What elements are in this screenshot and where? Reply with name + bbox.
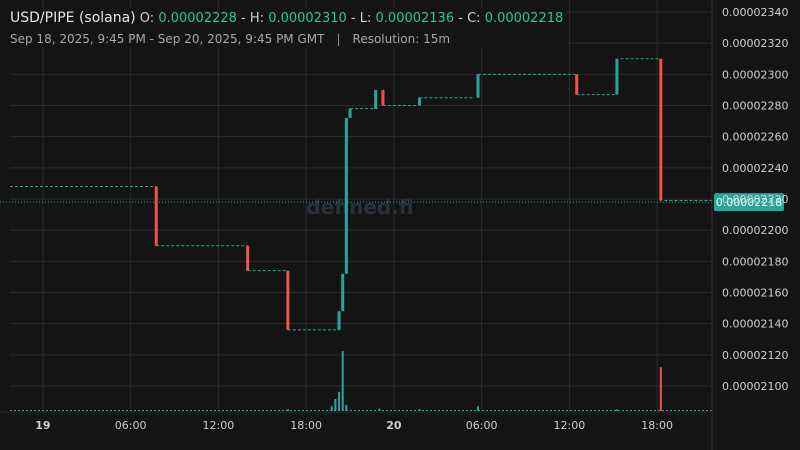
y-tick-label: 0.00002280 (722, 100, 788, 113)
candle (575, 74, 579, 95)
volume-bar (338, 391, 341, 411)
grid-lines (10, 0, 712, 412)
x-tick-label: 19 (35, 419, 50, 432)
chart-header: USD/PIPE (solana) O: 0.00002228 - H: 0.0… (8, 8, 568, 48)
watermark: defined.fi (306, 195, 413, 219)
separator: | (336, 32, 341, 46)
candle (659, 58, 663, 201)
y-tick-label: 0.00002260 (722, 131, 788, 144)
candle (374, 89, 378, 109)
open-label: O: (139, 11, 155, 26)
y-tick-label: 0.00002240 (722, 162, 788, 175)
y-tick-label: 0.00002320 (722, 37, 788, 50)
x-tick-label: 12:00 (203, 419, 235, 432)
y-tick-label: 0.00002180 (722, 255, 788, 268)
price-axis[interactable]: 0.00002340 0.00002320 0.00002300 0.00002280… (711, 0, 788, 450)
x-tick-label: 18:00 (641, 419, 673, 432)
candle (337, 311, 341, 330)
dash-1: - (241, 11, 246, 26)
candle (286, 270, 290, 330)
low-value: 0.00002136 (375, 11, 455, 26)
candle (246, 245, 250, 271)
current-price-badge (714, 193, 784, 212)
x-tick-label: 18:00 (290, 419, 322, 432)
volume-bar (477, 406, 479, 411)
y-tick-label: 0.00002340 (722, 6, 788, 19)
open-value: 0.00002228 (158, 11, 237, 26)
volume-bar (659, 367, 662, 411)
x-tick-label: 06:00 (466, 419, 498, 432)
candles (154, 58, 663, 330)
y-tick-label: 0.00002100 (722, 380, 788, 393)
volume-bar (286, 409, 289, 411)
x-tick-label: 06:00 (115, 419, 147, 432)
resolution: Resolution: 15m (352, 32, 451, 46)
pair-name: USD/PIPE (solana) (10, 10, 136, 26)
volume-bar (418, 409, 421, 411)
candle (348, 108, 352, 118)
candle (615, 58, 619, 95)
dash-3: - (458, 11, 463, 26)
volume-bars (10, 351, 712, 411)
volume-bar (334, 399, 337, 411)
x-tick-label: 12:00 (554, 419, 586, 432)
volume-bar (341, 351, 344, 411)
date-range: Sep 18, 2025, 9:45 PM - Sep 20, 2025, 9:… (10, 32, 325, 46)
volume-bar (378, 408, 381, 411)
current-price-line: 0.00002218 (0, 193, 784, 212)
y-tick-label: 0.00002160 (722, 287, 788, 300)
close-label: C: (467, 11, 481, 26)
volume-bar (615, 409, 618, 411)
time-axis[interactable]: 19 06:00 12:00 18:00 20 06:00 12:00 18:00 (0, 411, 712, 432)
y-tick-label: 0.00002200 (722, 224, 788, 237)
current-price-label: 0.00002218 (716, 196, 782, 209)
candle (344, 117, 348, 274)
price-levels (10, 58, 712, 331)
range-line: Sep 18, 2025, 9:45 PM - Sep 20, 2025, 9:… (10, 32, 563, 46)
dash-2: - (350, 11, 356, 26)
candle (154, 186, 158, 246)
y-tick-label: 0.00002140 (722, 318, 788, 331)
candle (476, 74, 480, 98)
y-tick-label: 0.00002220 (722, 193, 788, 206)
high-label: H: (249, 11, 265, 26)
volume-bar (330, 406, 333, 411)
x-tick-label: 20 (386, 419, 402, 432)
ohlc-line: USD/PIPE (solana) O: 0.00002228 - H: 0.0… (10, 10, 563, 26)
candle (381, 89, 385, 106)
candle (418, 97, 421, 106)
close-value: 0.00002218 (484, 11, 564, 26)
volume-bar (345, 405, 348, 411)
y-tick-label: 0.00002300 (722, 68, 788, 81)
low-label: L: (359, 11, 372, 26)
y-tick-label: 0.00002120 (722, 349, 788, 362)
candle (341, 273, 345, 312)
high-value: 0.00002310 (268, 11, 347, 26)
